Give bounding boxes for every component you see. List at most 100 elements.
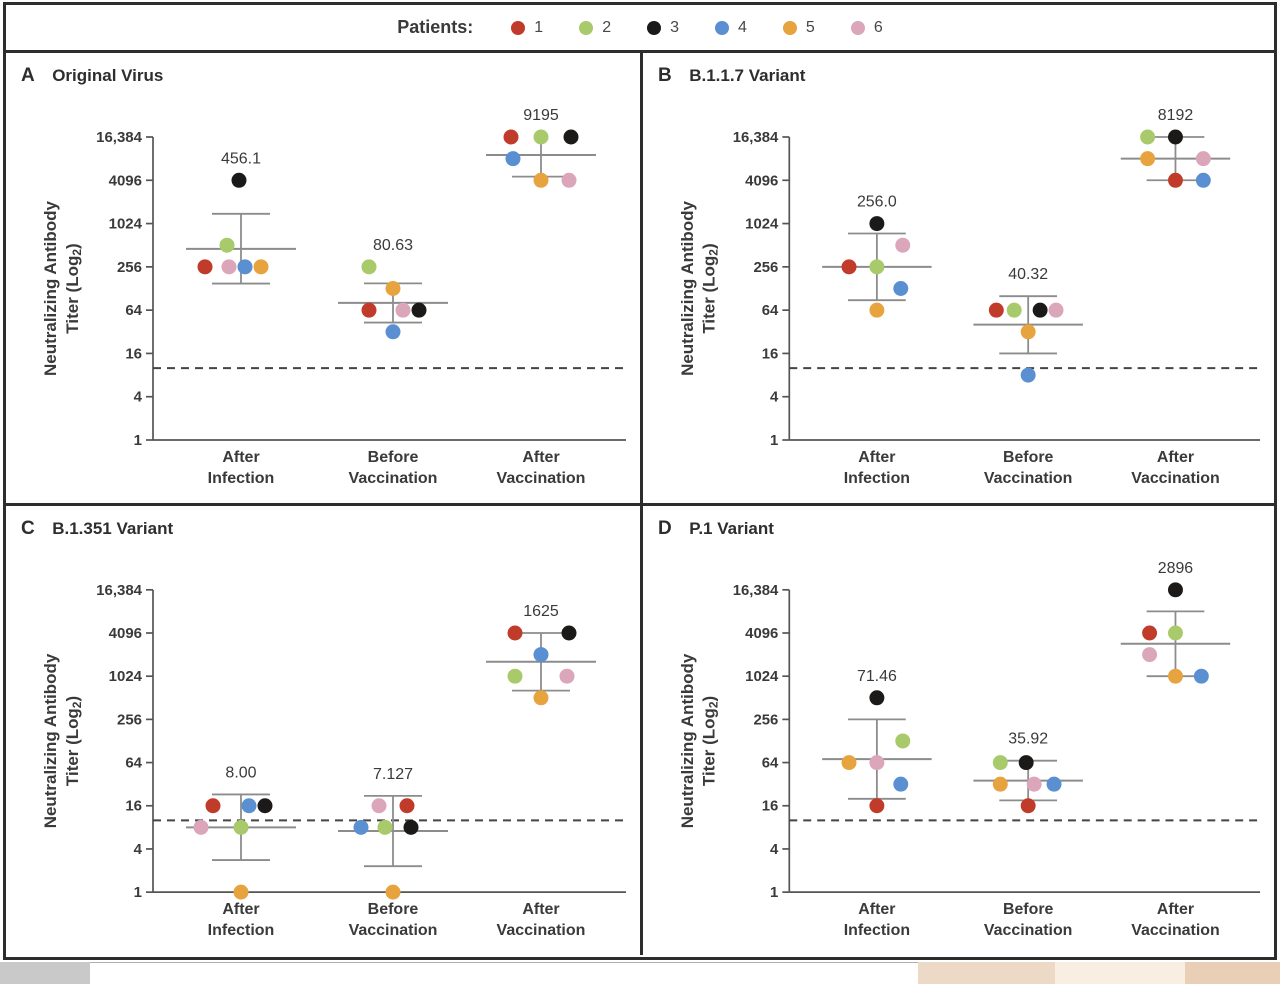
data-point-patient-1 — [503, 129, 519, 145]
y-tick-label: 1 — [770, 884, 778, 901]
legend-item-label: 1 — [534, 18, 544, 36]
panel-c-b1351-variant: C B.1.351 Variant 16,384 4096 1024 256 64 16 4… — [6, 503, 640, 955]
page-bottom-strip — [0, 962, 1280, 984]
y-tick-label: 256 — [117, 711, 142, 728]
data-point-patient-5 — [385, 884, 401, 900]
data-point-patient-5 — [841, 755, 857, 771]
data-point-patient-6 — [1026, 776, 1042, 792]
y-tick-label: 4 — [770, 841, 779, 858]
page-bottom-segment — [0, 962, 90, 984]
page-bottom-segment — [1185, 962, 1280, 984]
page-bottom-segment — [918, 962, 1055, 984]
patient-2-dot-icon — [579, 20, 594, 35]
x-category-label: Vaccination — [497, 922, 586, 939]
mean-value-label: 35.92 — [1008, 731, 1048, 748]
x-category-label: Vaccination — [1131, 922, 1219, 939]
data-point-patient-3 — [1032, 302, 1048, 318]
mean-value-label: 256.0 — [857, 194, 897, 211]
y-tick-label: 1024 — [109, 216, 143, 233]
x-category-label: Infection — [208, 470, 275, 487]
data-point-patient-2 — [1140, 129, 1156, 145]
panel-d-p1-variant: D P.1 Variant 16,384 4096 1024 256 64 16 4 1 Neu… — [640, 503, 1274, 955]
patient-3-dot-icon — [647, 20, 662, 35]
y-axis-title-line2: Titer (Log2) — [700, 696, 721, 786]
panel-a-header: A Original Virus — [21, 65, 163, 87]
y-tick-label: 4096 — [109, 625, 142, 642]
y-tick-label: 4 — [770, 389, 779, 406]
data-point-patient-5 — [869, 302, 885, 318]
y-tick-label: 16 — [125, 798, 142, 815]
y-tick-label: 16,384 — [96, 582, 143, 599]
data-point-patient-4 — [893, 776, 909, 792]
x-category-label: After — [858, 901, 895, 918]
data-point-patient-6 — [1048, 302, 1064, 318]
mean-value-label: 8.00 — [225, 765, 256, 782]
data-point-patient-4 — [1193, 668, 1209, 684]
panel-a-plot: 16,384 4096 1024 256 64 16 4 1 Neutralizing Anti… — [41, 107, 626, 487]
data-point-patient-4 — [353, 819, 369, 835]
x-category-label: Before — [368, 901, 419, 918]
y-axis-title-line1: Neutralizing Antibody — [678, 653, 697, 828]
data-point-patient-1 — [205, 798, 221, 814]
y-tick-label: 16,384 — [733, 582, 779, 599]
panel-b-letter: B — [658, 65, 672, 86]
figure-frame: Patients: 1 2 3 4 5 6 — [3, 2, 1277, 960]
x-category-label: After — [222, 901, 259, 918]
data-point-patient-3 — [561, 625, 577, 641]
legend-item-patient-5: 5 — [782, 19, 815, 37]
x-category-label: Vaccination — [984, 922, 1072, 939]
page-bottom-segment — [90, 962, 918, 984]
y-tick-label: 4 — [134, 389, 143, 406]
data-point-patient-1 — [869, 798, 885, 814]
y-tick-label: 1 — [134, 884, 142, 901]
data-point-patient-2 — [992, 755, 1008, 771]
data-point-patient-6 — [371, 798, 387, 814]
legend-item-patient-6: 6 — [850, 18, 883, 37]
data-point-patient-5 — [1168, 668, 1183, 684]
data-point-patient-6 — [559, 668, 575, 684]
panel-c-plot: 16,384 4096 1024 256 64 16 4 1 Neutralizing Anti… — [41, 582, 626, 939]
data-point-patient-6 — [193, 819, 209, 835]
panel-a-original-virus: A Original Virus 16,384 4096 1024 256 64 16 4 1… — [6, 53, 640, 503]
data-point-patient-1 — [399, 798, 415, 814]
data-point-patient-4 — [893, 281, 909, 296]
mean-value-label: 9195 — [523, 107, 559, 124]
panel-c-letter: C — [21, 518, 35, 539]
data-point-patient-4 — [1046, 776, 1062, 792]
y-tick-label: 16 — [125, 345, 142, 362]
x-category-label: Vaccination — [1131, 470, 1219, 487]
y-tick-label: 4096 — [745, 625, 778, 642]
data-point-patient-3 — [563, 129, 579, 145]
y-axis-title-line2: Titer (Log2) — [63, 696, 84, 786]
legend-item-patient-4: 4 — [715, 19, 747, 37]
data-point-patient-3 — [1018, 755, 1034, 771]
data-point-patient-6 — [1142, 647, 1158, 663]
y-tick-label: 16 — [762, 345, 779, 362]
data-point-patient-3 — [869, 216, 885, 232]
data-point-patient-3 — [411, 302, 427, 318]
y-tick-label: 1 — [134, 432, 142, 449]
data-point-patient-5 — [533, 172, 549, 188]
panel-d-plot: 16,384 4096 1024 256 64 16 4 1 Neutralizing Anti… — [678, 560, 1261, 939]
y-tick-label: 256 — [753, 711, 778, 728]
data-point-patient-5 — [1140, 151, 1156, 167]
data-point-patient-2 — [895, 733, 911, 749]
panel-a-title: Original Virus — [52, 66, 164, 85]
legend-item-label: 6 — [873, 18, 883, 36]
data-point-patient-2 — [507, 668, 523, 684]
data-point-patient-5 — [992, 776, 1008, 792]
legend-item-label: 2 — [602, 18, 612, 36]
data-point-patient-1 — [841, 259, 857, 275]
data-point-patient-2 — [219, 237, 235, 253]
data-point-patient-1 — [361, 302, 377, 318]
data-point-patient-2 — [233, 819, 249, 835]
mean-value-label: 7.127 — [373, 766, 413, 783]
data-point-patient-1 — [1168, 172, 1183, 188]
data-point-patient-3 — [1168, 129, 1183, 145]
mean-value-label: 8192 — [1158, 107, 1194, 124]
y-tick-label: 4096 — [109, 172, 142, 189]
y-tick-label: 64 — [762, 302, 779, 319]
y-tick-label: 64 — [762, 755, 779, 772]
page-bottom-segment — [1055, 962, 1185, 984]
x-category-label: After — [522, 449, 559, 466]
